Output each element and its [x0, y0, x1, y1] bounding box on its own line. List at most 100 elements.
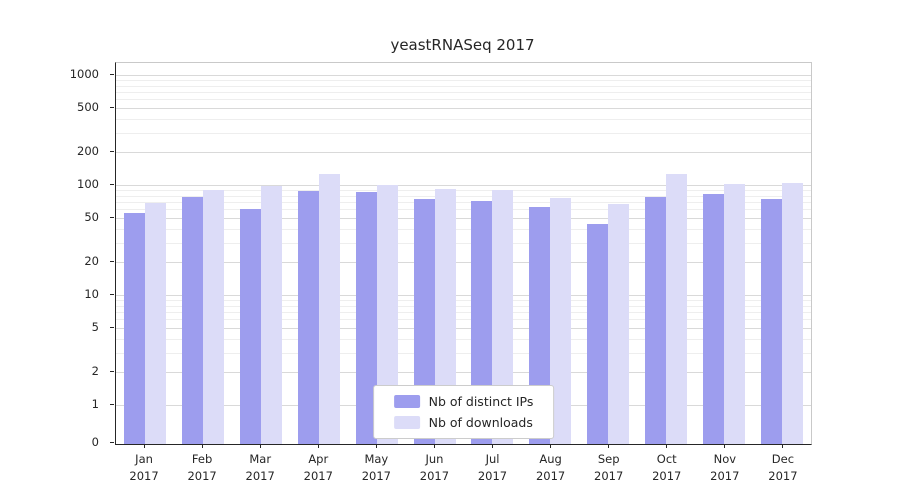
- bar-downloads: [144, 203, 166, 444]
- bar-distinct-ips: [181, 196, 203, 444]
- bar-downloads: [202, 189, 224, 444]
- x-tick-month-label: Jul: [485, 452, 500, 466]
- bar-downloads: [376, 185, 398, 444]
- bar-downloads: [608, 204, 630, 444]
- plot-area: Nb of distinct IPs Nb of downloads: [115, 62, 812, 445]
- bar-distinct-ips: [645, 196, 667, 444]
- gridline-major: [116, 151, 811, 153]
- bar-group-nov: [695, 183, 753, 444]
- legend-swatch-distinct-ips: [393, 395, 420, 408]
- y-tick-label: 1000: [69, 67, 99, 81]
- bars: [116, 63, 811, 444]
- bar-distinct-ips: [529, 206, 551, 444]
- x-tick-mark: [259, 444, 261, 448]
- x-tick-mark: [666, 444, 668, 448]
- bar-downloads: [434, 188, 456, 444]
- y-tick-mark: [110, 327, 114, 329]
- bar-group-apr: [290, 173, 348, 444]
- bar-downloads: [724, 183, 746, 444]
- legend-swatch-downloads: [393, 416, 420, 429]
- x-tick-mar: Mar 2017: [231, 444, 289, 484]
- x-tick-mark: [782, 444, 784, 448]
- x-tick-mark: [433, 444, 435, 448]
- bar-group-oct: [637, 174, 695, 444]
- x-tick-year-label: 2017: [245, 468, 275, 483]
- bar-downloads: [782, 182, 804, 444]
- x-tick-month-label: Sep: [597, 452, 620, 466]
- x-tick-month-label: Dec: [771, 452, 795, 466]
- bar-downloads: [492, 190, 514, 444]
- bar-distinct-ips: [587, 224, 609, 444]
- x-tick-month-label: Apr: [308, 452, 329, 466]
- bar-distinct-ips: [355, 192, 377, 444]
- y-tick-label: 200: [77, 143, 99, 158]
- gridline-minor: [116, 80, 811, 81]
- x-tick-year-label: 2017: [477, 468, 508, 483]
- gridline-major: [116, 75, 811, 76]
- gridline-major: [116, 218, 811, 220]
- x-tick-mark: [550, 444, 552, 448]
- gridline-minor: [116, 228, 811, 230]
- x-tick-year-label: 2017: [768, 468, 798, 483]
- y-tick-mark: [110, 217, 114, 219]
- bar-distinct-ips: [761, 199, 783, 444]
- x-tick-nov: Nov 2017: [696, 444, 754, 484]
- x-tick-year-label: 2017: [594, 468, 624, 483]
- x-tick-mark: [143, 444, 145, 448]
- x-tick-year-label: 2017: [129, 468, 159, 483]
- x-tick-year-label: 2017: [361, 468, 391, 483]
- x-tick-month-label: Aug: [539, 452, 562, 466]
- bar-group-feb: [174, 189, 232, 444]
- x-tick-year-label: 2017: [187, 468, 217, 483]
- bar-downloads: [550, 197, 572, 444]
- x-tick-year-label: 2017: [303, 468, 333, 483]
- gridline-minor: [116, 202, 811, 203]
- x-tick-month-label: May: [364, 452, 389, 466]
- gridline-minor: [116, 300, 811, 301]
- gridline-minor: [116, 209, 811, 211]
- gridline-minor: [116, 338, 811, 340]
- y-tick-mark: [110, 442, 114, 443]
- y-tick-label: 10: [84, 287, 99, 301]
- y-tick-label: 0: [91, 435, 99, 449]
- bar-group-may: [348, 185, 406, 444]
- bar-group-dec: [753, 182, 811, 444]
- y-tick-label: 1: [91, 397, 99, 411]
- y-tick-mark: [110, 74, 114, 75]
- x-tick-month-label: Feb: [191, 452, 213, 466]
- gridline-minor: [116, 305, 811, 307]
- x-tick-year-label: 2017: [419, 468, 450, 483]
- x-tick-jan: Jan 2017: [115, 444, 173, 484]
- y-tick-mark: [110, 107, 114, 109]
- y-tick-mark: [110, 150, 114, 152]
- x-tick-year-label: 2017: [652, 468, 682, 483]
- y-tick-label: 20: [84, 253, 99, 268]
- x-tick-year-label: 2017: [535, 468, 566, 483]
- y-tick-mark: [110, 294, 114, 295]
- bar-group-jun: [406, 188, 464, 444]
- x-tick-mark: [724, 444, 726, 448]
- gridline-minor: [116, 190, 811, 191]
- legend-label-distinct-ips: Nb of distinct IPs: [428, 394, 534, 409]
- bar-distinct-ips: [413, 199, 435, 444]
- bar-downloads: [318, 173, 340, 444]
- x-tick-mark: [375, 444, 377, 448]
- gridline-minor: [116, 85, 811, 87]
- gridline-major: [116, 371, 811, 373]
- y-tick-label: 500: [77, 100, 99, 115]
- gridline-major: [116, 295, 811, 296]
- bar-distinct-ips: [239, 208, 261, 444]
- x-tick-month-label: Jun: [425, 452, 444, 466]
- x-tick-year-label: 2017: [710, 468, 740, 483]
- gridline-major: [116, 328, 811, 330]
- bar-downloads: [666, 174, 688, 444]
- x-tick-jun: Jun 2017: [405, 444, 463, 484]
- y-tick-label: 5: [91, 320, 99, 335]
- x-tick-mark: [317, 444, 319, 448]
- gridline-minor: [116, 242, 811, 244]
- gridline-minor: [116, 118, 811, 120]
- gridline-minor: [116, 319, 811, 321]
- x-tick-mark: [201, 444, 203, 448]
- y-tick-label: 100: [77, 177, 99, 191]
